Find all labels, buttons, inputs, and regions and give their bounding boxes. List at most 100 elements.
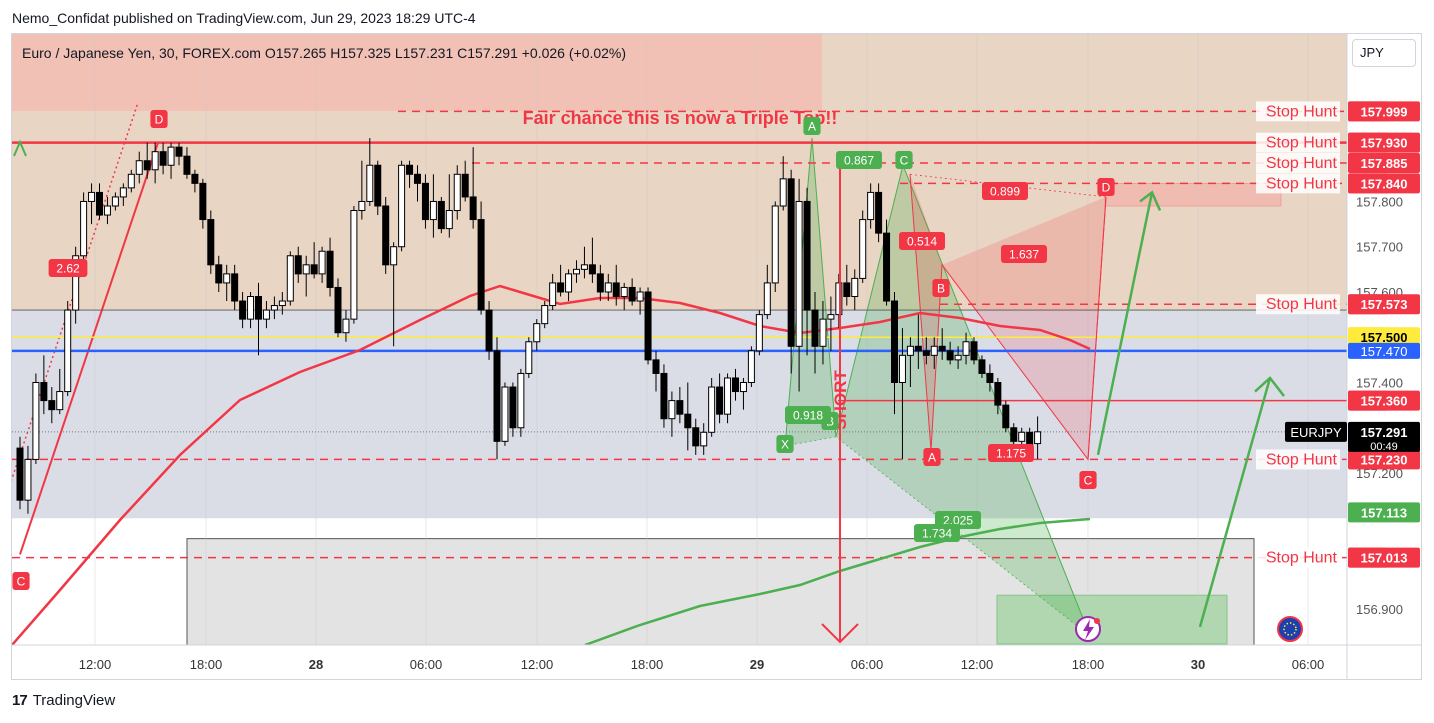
green-label-x-bg — [776, 435, 794, 453]
candle — [342, 310, 350, 342]
legend-part: 157.231 — [403, 45, 458, 61]
candle-body — [429, 200, 437, 221]
candle-body — [111, 196, 119, 207]
candle-body — [64, 309, 72, 393]
candle — [779, 156, 787, 211]
candle-body — [779, 178, 787, 207]
candle — [398, 160, 406, 252]
footer-brand[interactable]: 17 TradingView — [12, 692, 115, 709]
candle — [88, 183, 96, 225]
red-label-d-bg — [1097, 178, 1115, 196]
candle-body — [914, 345, 922, 352]
candle-body — [469, 196, 477, 221]
triple-top-annotation: Fair chance this is now a Triple Top!! — [523, 108, 838, 128]
candle-body — [1018, 431, 1026, 442]
candle — [938, 328, 946, 360]
candle — [875, 183, 883, 243]
left-label-ratio-text: 2.62 — [56, 262, 80, 276]
candle — [620, 282, 628, 311]
candle-body — [48, 400, 56, 411]
left-pattern-dotted — [12, 102, 139, 482]
candle — [509, 382, 517, 437]
green-label-x: X — [776, 435, 794, 453]
stop-hunt-bg-4 — [1256, 294, 1340, 315]
currency-select[interactable]: JPY — [1352, 39, 1416, 67]
candle — [588, 237, 596, 283]
candle — [676, 387, 684, 424]
red-label-d: D — [1097, 178, 1115, 196]
candle — [716, 373, 724, 424]
candle-body — [946, 350, 954, 361]
candle — [24, 445, 32, 514]
candle-body — [787, 178, 795, 347]
candle — [946, 341, 954, 365]
candle — [930, 337, 938, 369]
green-label-0918-bg — [785, 406, 831, 424]
candle-body — [318, 250, 326, 275]
price-tag-text: 157.230 — [1361, 452, 1408, 467]
legend-part: O — [265, 45, 276, 61]
candle-body — [620, 286, 628, 298]
price-tag-bg2 — [1348, 173, 1420, 194]
legend-highlight-box — [12, 34, 822, 111]
left-label-ratio: 2.62 — [48, 259, 88, 277]
green-label-0918: 0.918 — [785, 406, 831, 424]
lightning-icon[interactable] — [1075, 616, 1101, 642]
red-label-1175-text: 1.175 — [996, 447, 1026, 461]
x-tick-7: 06:00 — [851, 657, 884, 672]
candle-body — [549, 282, 557, 307]
chart-frame — [11, 33, 1422, 680]
green-pattern-diag — [784, 436, 1091, 637]
price-tag-text: 157.573 — [1361, 297, 1408, 312]
candle-body — [374, 164, 382, 207]
candle-body — [382, 205, 390, 266]
red-label-c-text: C — [1084, 474, 1093, 488]
candle-body — [922, 350, 930, 356]
candle — [580, 246, 588, 279]
x-tick-4: 12:00 — [521, 657, 554, 672]
candle — [954, 346, 962, 369]
candle — [517, 368, 525, 437]
candle-body — [517, 372, 525, 429]
eu-flag-icon[interactable] — [1277, 616, 1303, 642]
left-label-c-text: C — [17, 575, 26, 589]
candle-body — [223, 273, 231, 284]
green-tag-bg — [1348, 502, 1420, 523]
stop-hunt-bg-1 — [1256, 132, 1340, 153]
candle-body — [477, 219, 485, 311]
candle — [739, 377, 747, 410]
candle — [565, 269, 573, 302]
left-label-d: D — [150, 110, 168, 128]
price-tag-3: 157.840 — [1348, 173, 1420, 194]
candle — [1010, 423, 1018, 446]
y-tick-0: 157.800 — [1356, 194, 1403, 209]
candle-body — [732, 377, 739, 393]
candle-body — [286, 255, 294, 302]
tradingview-logo-icon: 17 — [12, 692, 28, 709]
candle — [962, 332, 970, 365]
price-tag-text: 157.500 — [1361, 330, 1408, 345]
red-label-0514: 0.514 — [899, 232, 945, 250]
green-price-tag: 157.113 — [1348, 502, 1420, 523]
price-tag-6: 157.360 — [1348, 390, 1420, 411]
y-tick-5: 156.900 — [1356, 602, 1403, 617]
price-tag-text: 157.885 — [1361, 156, 1408, 171]
left-label-d-text: D — [155, 113, 164, 127]
candle — [883, 219, 891, 306]
candle-body — [541, 305, 549, 325]
candle — [207, 210, 215, 274]
green-label-0918-text: 0.918 — [793, 409, 823, 423]
green-label-0867: 0.867 — [836, 151, 882, 169]
candle-body — [183, 155, 191, 175]
red-label-1175-bg — [988, 444, 1034, 462]
candle-body — [612, 282, 620, 298]
x-tick-8: 12:00 — [961, 657, 994, 672]
price-tag-bg2 — [1348, 152, 1420, 173]
green-label-a-bg — [803, 117, 821, 135]
candle-body — [350, 210, 358, 320]
stop-hunt-bg-8 — [1256, 547, 1340, 568]
candle — [80, 192, 88, 265]
candle — [374, 160, 382, 216]
candle — [278, 291, 286, 315]
